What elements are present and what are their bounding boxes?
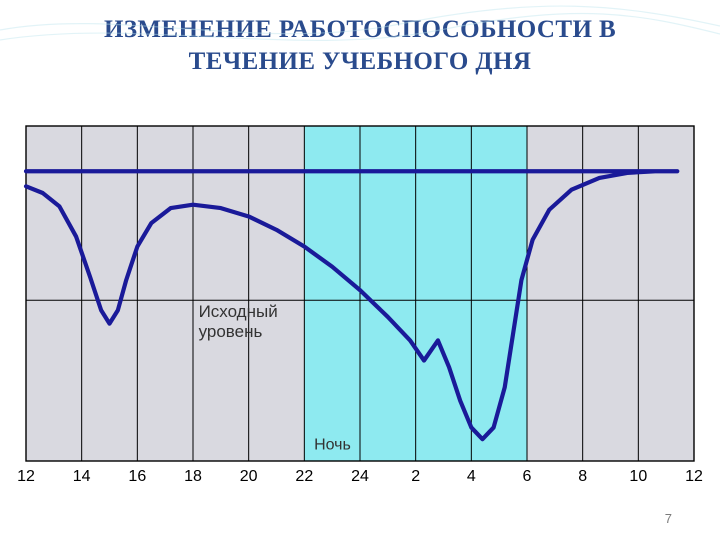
chart-annotation-night_label: Ночь [314,436,351,453]
page-title: ИЗМЕНЕНИЕ РАБОТОСПОСОБНОСТИ В ТЕЧЕНИЕ УЧ… [0,0,720,78]
x-tick-label: 22 [295,468,313,485]
title-line-2: ТЕЧЕНИЕ УЧЕБНОГО ДНЯ [0,46,720,78]
x-tick-label: 2 [411,468,420,485]
x-tick-label: 8 [578,468,587,485]
x-tick-label: 20 [240,468,258,485]
x-tick-label: 4 [467,468,476,485]
title-line-1: ИЗМЕНЕНИЕ РАБОТОСПОСОБНОСТИ В [0,14,720,46]
slide: ИЗМЕНЕНИЕ РАБОТОСПОСОБНОСТИ В ТЕЧЕНИЕ УЧ… [0,0,720,540]
performance-chart: ИсходныйуровеньНочь121416182022242468101… [16,120,704,490]
x-tick-label: 6 [523,468,532,485]
x-tick-label: 18 [184,468,202,485]
x-tick-label: 12 [685,468,703,485]
x-tick-label: 10 [629,468,647,485]
chart-svg: ИсходныйуровеньНочь121416182022242468101… [16,120,704,485]
chart-annotation-baseline_label_l2: уровень [199,322,263,341]
x-tick-label: 12 [17,468,35,485]
x-tick-label: 14 [73,468,91,485]
x-tick-label: 24 [351,468,369,485]
page-number: 7 [665,511,672,526]
x-tick-label: 16 [128,468,146,485]
chart-annotation-baseline_label_l1: Исходный [199,302,278,321]
